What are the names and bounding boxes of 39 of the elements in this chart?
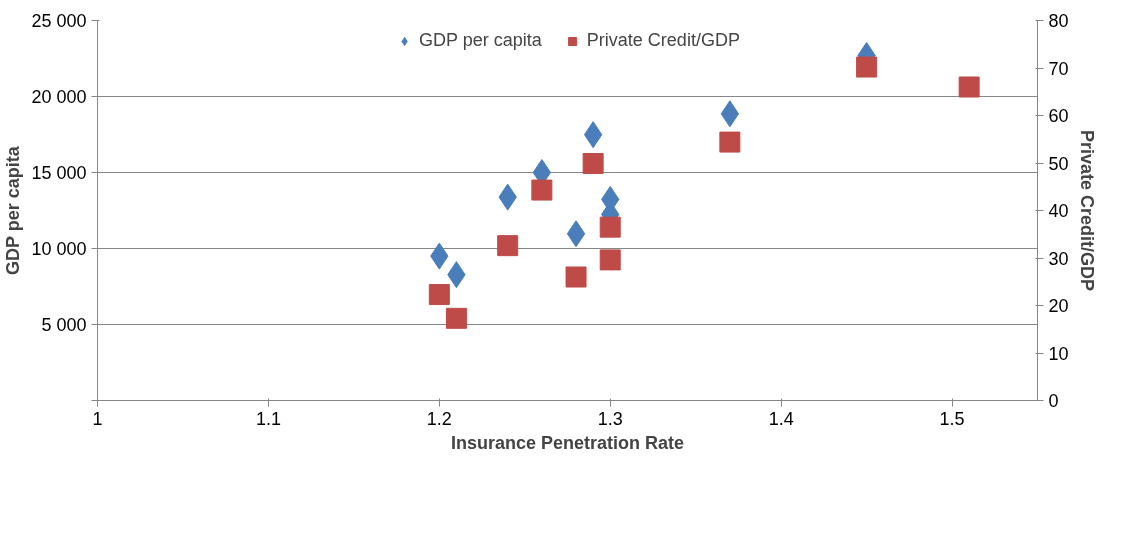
y2-tick-label: 70 xyxy=(1048,58,1069,79)
x-tick-label: 1.3 xyxy=(597,408,623,429)
point xyxy=(583,121,603,149)
point xyxy=(428,284,450,306)
point xyxy=(497,235,519,257)
y-axis-title: GDP per capita xyxy=(3,145,24,276)
x-tick-label: 1.4 xyxy=(768,408,794,429)
y2-tick-label: 50 xyxy=(1048,153,1069,174)
point xyxy=(856,56,878,78)
y-tick-label: 15 000 xyxy=(31,162,87,183)
point xyxy=(958,76,980,98)
y2-tick-label: 20 xyxy=(1048,296,1069,316)
x-tick-label: 1.2 xyxy=(426,408,452,429)
legend-label: Private Credit/GDP xyxy=(586,30,740,51)
point xyxy=(582,152,604,174)
point xyxy=(719,131,741,153)
y2-axis-title: Private Credit/GDP xyxy=(1076,129,1097,292)
point xyxy=(720,100,740,128)
point xyxy=(599,249,621,271)
y2-tick-label: 0 xyxy=(1048,391,1059,411)
point xyxy=(566,220,586,248)
y2-tick-label: 80 xyxy=(1048,11,1069,31)
point xyxy=(531,179,553,201)
point xyxy=(445,307,467,329)
y2-tick-label: 60 xyxy=(1048,106,1069,126)
x-tick-label: 1 xyxy=(92,408,103,429)
y-tick-label: 20 000 xyxy=(31,86,87,107)
y-tick-label: 5 000 xyxy=(41,314,87,335)
point xyxy=(565,266,587,288)
legend-label: GDP per capita xyxy=(419,30,542,51)
y2-tick-label: 10 xyxy=(1048,343,1069,364)
x-tick-label: 1.1 xyxy=(255,408,281,429)
y-tick-label: 10 000 xyxy=(31,238,87,259)
x-axis-title: Insurance Penetration Rate xyxy=(450,432,685,453)
x-tick-label: 1.5 xyxy=(939,408,965,429)
point xyxy=(599,216,621,238)
y2-tick-label: 40 xyxy=(1048,201,1069,221)
y-tick-label: 25 000 xyxy=(31,10,87,31)
y2-tick-label: 30 xyxy=(1048,248,1069,269)
